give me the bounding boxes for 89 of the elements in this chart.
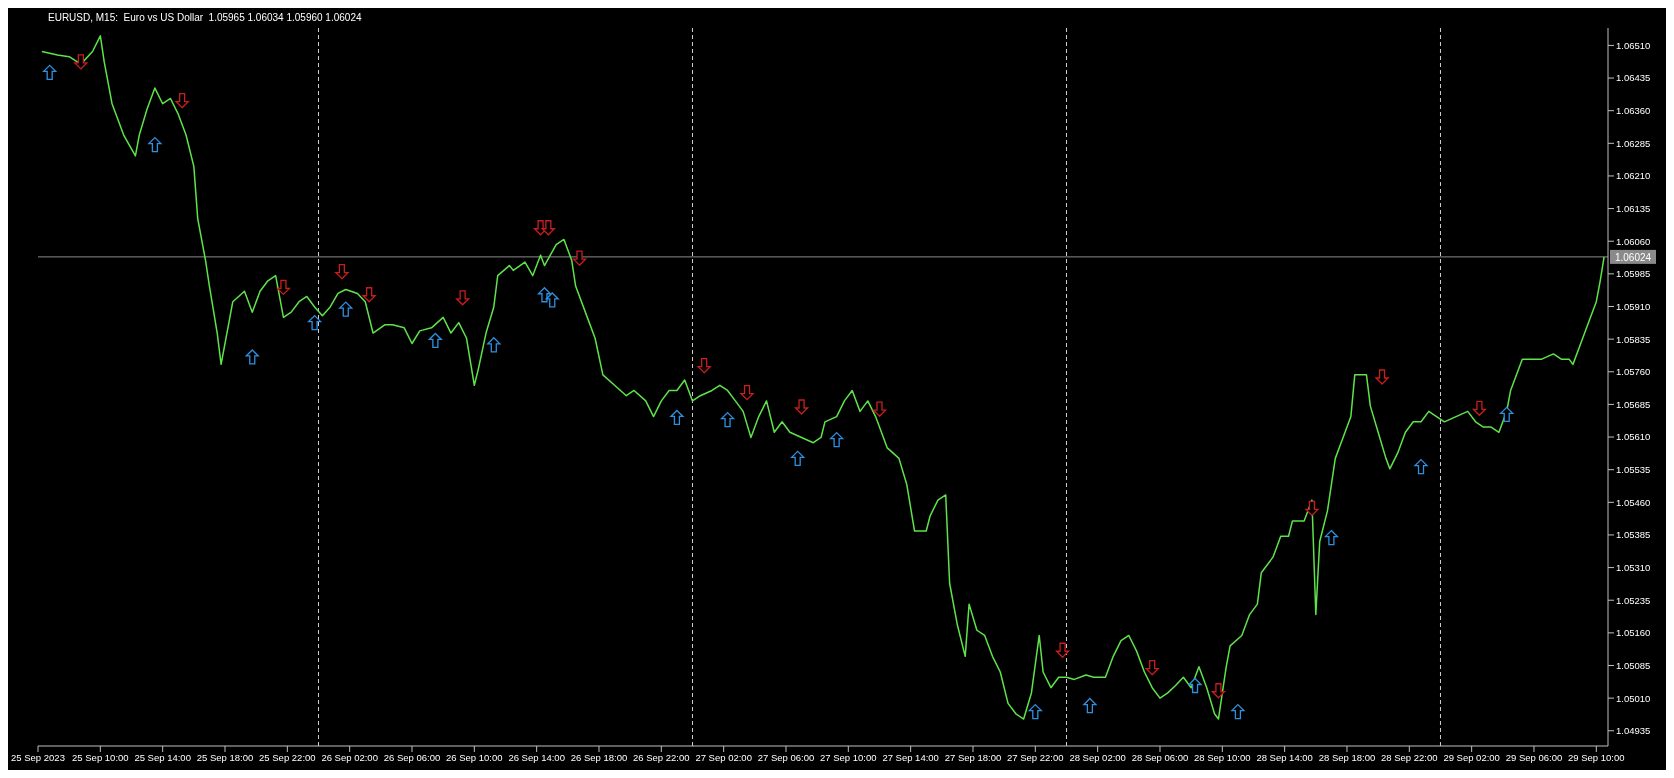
point [307, 314, 322, 331]
point [74, 54, 88, 70]
y-tick-label: 1.05160 [1616, 627, 1651, 639]
y-tick-label: 1.06360 [1616, 105, 1651, 117]
point [428, 332, 443, 349]
y-tick-label: 1.05535 [1616, 464, 1651, 476]
point [697, 358, 711, 374]
point [276, 279, 291, 295]
point [335, 264, 349, 280]
x-tick-label: 27 Sep 22:00 [1007, 751, 1064, 763]
x-tick-label: 26 Sep 22:00 [633, 751, 690, 763]
y-tick-label: 1.04935 [1616, 725, 1651, 737]
chart-title: EURUSD, M15: Euro vs US Dollar 1.05965 1.06034 1.05960 1.06024 [46, 12, 364, 23]
y-tick-label: 1.06210 [1616, 170, 1651, 182]
x-tick-label: 27 Sep 02:00 [695, 751, 752, 763]
x-tick-label: 29 Sep 06:00 [1505, 751, 1563, 763]
x-tick-label: 25 Sep 18:00 [196, 751, 254, 763]
y-tick-label: 1.05010 [1616, 692, 1651, 704]
point [455, 290, 470, 306]
line-series [41, 35, 1605, 720]
y-tick-label: 1.05385 [1616, 529, 1651, 541]
point [1305, 500, 1319, 517]
point [1375, 369, 1389, 385]
x-tick-label: 26 Sep 18:00 [570, 751, 628, 763]
x-tick-label: 27 Sep 18:00 [944, 751, 1002, 763]
point [1083, 697, 1097, 714]
point [1055, 642, 1070, 658]
point [1188, 677, 1202, 694]
x-tick-label: 26 Sep 14:00 [508, 751, 565, 763]
y-tick-label: 1.05985 [1616, 268, 1651, 280]
point [545, 292, 559, 308]
point [791, 450, 805, 467]
point [245, 349, 259, 365]
point [572, 250, 587, 266]
x-tick-label: 28 Sep 18:00 [1318, 751, 1376, 763]
y-tick-label: 1.05835 [1616, 333, 1651, 345]
y-tick-label: 1.06060 [1616, 235, 1651, 247]
x-tick-label: 28 Sep 14:00 [1256, 751, 1313, 763]
point [829, 432, 844, 448]
y-tick-label: 1.05610 [1616, 431, 1651, 443]
point [487, 337, 501, 353]
point [1211, 683, 1226, 699]
point [362, 287, 376, 303]
x-tick-label: 26 Sep 02:00 [321, 751, 378, 763]
x-tick-label: 26 Sep 06:00 [383, 751, 441, 763]
y-tick-label: 1.06510 [1616, 39, 1651, 51]
x-tick-label: 28 Sep 02:00 [1069, 751, 1126, 763]
x-tick-label: 26 Sep 10:00 [446, 751, 503, 763]
x-tick-label: 28 Sep 10:00 [1194, 751, 1251, 763]
y-tick-label: 1.06435 [1616, 72, 1651, 84]
point [175, 93, 189, 109]
x-tick-label: 28 Sep 06:00 [1131, 751, 1189, 763]
point [740, 385, 754, 401]
y-tick-label: 1.05685 [1616, 398, 1651, 410]
point [1145, 660, 1159, 676]
point [1231, 703, 1245, 720]
y-tick-label: 1.05460 [1616, 496, 1651, 508]
point [794, 399, 809, 415]
x-tick-label: 28 Sep 22:00 [1381, 751, 1438, 763]
point [1028, 703, 1042, 720]
point [1414, 458, 1428, 475]
y-tick-label: 1.05910 [1616, 300, 1651, 312]
x-tick-label: 25 Sep 22:00 [259, 751, 316, 763]
point [339, 301, 353, 317]
y-tick-label: 1.06135 [1616, 202, 1651, 214]
x-tick-label: 27 Sep 06:00 [757, 751, 815, 763]
point [1500, 406, 1514, 423]
x-tick-label: 29 Sep 02:00 [1443, 751, 1500, 763]
y-tick-label: 1.05235 [1616, 594, 1651, 606]
point [670, 409, 684, 426]
x-tick-label: 25 Sep 10:00 [72, 751, 129, 763]
x-tick-label: 29 Sep 10:00 [1568, 751, 1625, 763]
y-tick-label: 1.05760 [1616, 366, 1651, 378]
point [1472, 400, 1487, 416]
x-tick-label: 27 Sep 10:00 [820, 751, 877, 763]
x-tick-label: 25 Sep 14:00 [134, 751, 191, 763]
ref-line-label: 1.06024 [1614, 251, 1652, 263]
point [541, 220, 555, 236]
point [537, 287, 552, 303]
x-tick-label: 27 Sep 14:00 [882, 751, 939, 763]
y-tick-label: 1.05085 [1616, 659, 1651, 671]
point [872, 401, 887, 417]
point [720, 411, 735, 428]
y-tick-label: 1.06285 [1616, 137, 1651, 149]
point [1324, 529, 1339, 546]
y-tick-label: 1.05310 [1616, 561, 1651, 573]
point [148, 136, 162, 153]
x-tick-label: 25 Sep 2023 [11, 751, 65, 763]
point [43, 64, 57, 81]
